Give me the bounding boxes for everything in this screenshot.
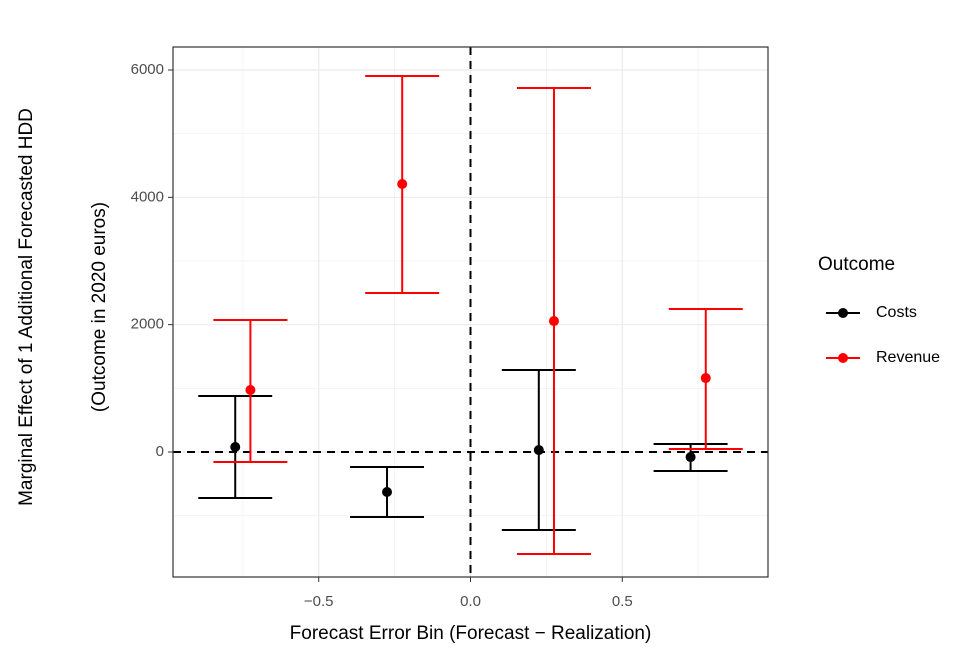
x-tick-label: 0.0 bbox=[460, 593, 481, 610]
plot-border bbox=[172, 46, 769, 578]
point bbox=[382, 486, 393, 497]
y-tick-label: 4000 bbox=[131, 188, 164, 205]
y-axis-title: (Outcome in 2020 euros) bbox=[89, 202, 110, 412]
legend-label: Revenue bbox=[876, 349, 940, 366]
point bbox=[230, 441, 241, 452]
x-tick-label: −0.5 bbox=[304, 593, 334, 610]
x-axis-title: Forecast Error Bin (Forecast − Realizati… bbox=[290, 623, 652, 644]
point bbox=[548, 316, 559, 327]
legend-key-point bbox=[838, 308, 848, 318]
y-axis-title: Marginal Effect of 1 Additional Forecast… bbox=[16, 108, 37, 506]
point bbox=[685, 452, 696, 463]
legend-title: Outcome bbox=[818, 254, 895, 275]
y-tick-label: 0 bbox=[156, 443, 164, 460]
y-tick-label: 6000 bbox=[131, 61, 164, 78]
legend-label: Costs bbox=[876, 304, 917, 321]
x-tick-label: 0.5 bbox=[612, 593, 633, 610]
point bbox=[533, 445, 544, 456]
legend-key-point bbox=[838, 353, 848, 363]
point bbox=[700, 373, 711, 384]
point bbox=[245, 384, 256, 395]
point bbox=[397, 179, 408, 190]
y-tick-label: 2000 bbox=[131, 316, 164, 333]
